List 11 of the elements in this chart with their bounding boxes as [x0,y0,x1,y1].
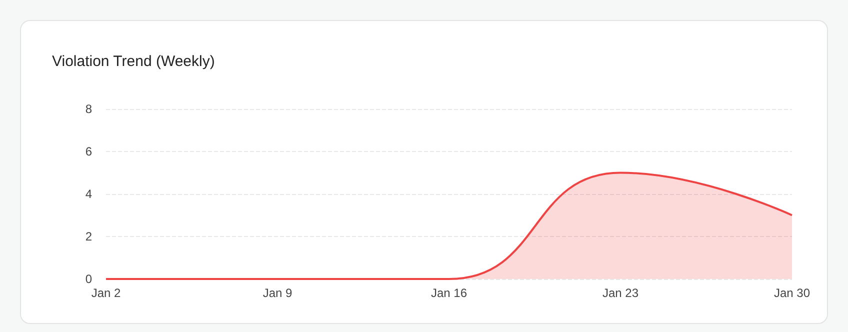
chart-title: Violation Trend (Weekly) [52,53,215,70]
x-tick-label: Jan 2 [91,286,121,300]
y-tick-label: 8 [85,102,92,116]
y-tick-label: 2 [85,230,92,244]
y-tick-label: 0 [85,272,92,286]
x-tick-label: Jan 16 [430,286,468,300]
y-tick-label: 4 [85,187,92,201]
x-tick-label: Jan 9 [262,286,292,300]
x-tick-label: Jan 23 [602,286,639,300]
x-tick-label: Jan 30 [774,286,810,300]
y-tick-label: 6 [85,144,92,158]
